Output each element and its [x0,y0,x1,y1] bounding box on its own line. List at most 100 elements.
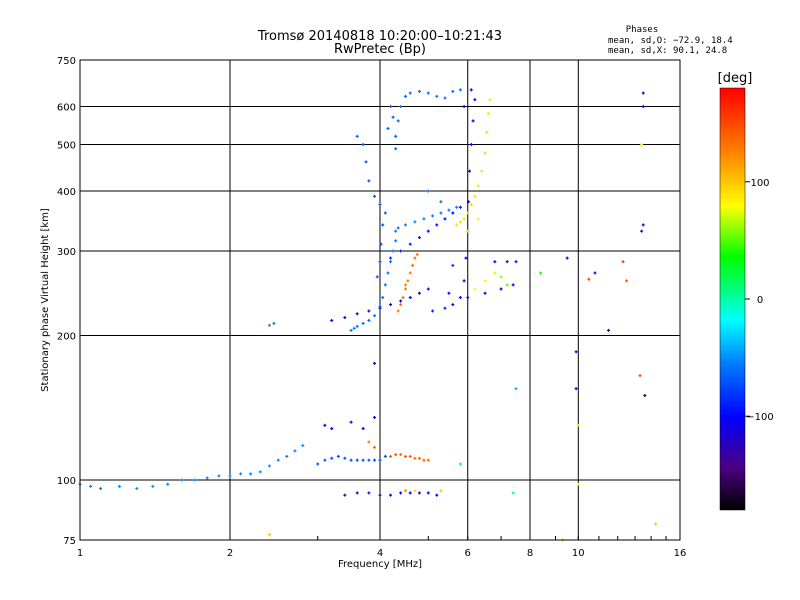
data-point [417,291,421,295]
data-point [411,263,415,267]
data-point [364,160,368,164]
data-point [396,119,400,123]
data-point [493,271,497,275]
data-point [447,291,451,295]
data-point [399,249,403,253]
data-point [641,105,645,109]
data-point [394,229,398,233]
data-point [373,194,377,198]
data-point [485,130,489,134]
data-point [394,147,398,151]
data-point [401,296,405,300]
data-point [458,296,462,300]
data-point [439,200,443,204]
data-point [367,179,371,183]
data-point [422,217,426,221]
data-point [355,134,359,138]
data-point [462,105,466,109]
data-point [375,275,379,279]
data-point [415,253,419,257]
chart-title: Tromsø 20140818 10:20:00–10:21:43 [257,29,502,44]
data-point [117,484,121,488]
data-point [426,287,430,291]
data-point [349,328,353,332]
data-point [323,423,327,427]
data-point [378,260,382,264]
x-tick-label: 8 [527,548,533,559]
data-point [443,306,447,310]
data-point [403,283,407,287]
data-point [476,184,480,188]
data-point [396,226,400,230]
data-point [469,143,473,147]
data-point [373,458,377,462]
data-point [607,328,611,332]
data-point [367,309,371,313]
data-point [367,458,371,462]
data-point [99,487,103,491]
data-point [466,296,470,300]
data-point [514,387,518,391]
data-point [641,223,645,227]
data-point [469,88,473,92]
data-point [499,275,503,279]
x-axis-label: Frequency [MHz] [338,559,422,570]
data-point [641,91,645,95]
data-point [399,303,403,307]
data-point [89,484,93,488]
data-point [435,493,439,497]
data-point [511,491,515,495]
data-point [330,318,334,322]
data-point [451,303,455,307]
data-point [361,321,365,325]
data-point [355,491,359,495]
data-point [399,491,403,495]
data-point [249,472,253,476]
data-point [367,440,371,444]
y-tick-label: 500 [57,141,76,152]
data-point [638,374,642,378]
data-point [565,256,569,260]
data-point [451,89,455,93]
data-point [396,309,400,313]
colorbar-tick-label: −100 [746,412,773,423]
data-point [574,387,578,391]
data-point [593,271,597,275]
data-point [394,134,398,138]
data-point [483,151,487,155]
data-point [205,476,209,480]
data-point [443,96,447,100]
data-point [574,350,578,354]
data-point [426,91,430,95]
plot-frame [79,59,681,541]
data-point [505,260,509,264]
data-point [343,456,347,460]
data-point [447,208,451,212]
data-point [417,491,421,495]
data-point [466,211,470,215]
grid [79,60,681,540]
colorbar-label: [deg] [718,71,753,86]
x-tick-label: 6 [465,548,471,559]
data-point [458,88,462,92]
data-point [343,493,347,497]
data-point [389,493,393,497]
data-point [458,205,462,209]
x-tick-label: 16 [674,548,687,559]
data-point [389,260,393,264]
data-point [386,126,390,130]
data-point [431,309,435,313]
data-point [391,249,395,253]
data-point [383,454,387,458]
data-point [151,484,155,488]
data-point [323,458,327,462]
data-point [499,287,503,291]
data-point [464,256,468,260]
data-point [471,119,475,123]
data-point [336,454,340,458]
data-point [403,94,407,98]
data-point [389,105,393,109]
y-tick-label: 75 [63,536,76,547]
data-points [78,88,658,542]
data-point [466,200,470,204]
